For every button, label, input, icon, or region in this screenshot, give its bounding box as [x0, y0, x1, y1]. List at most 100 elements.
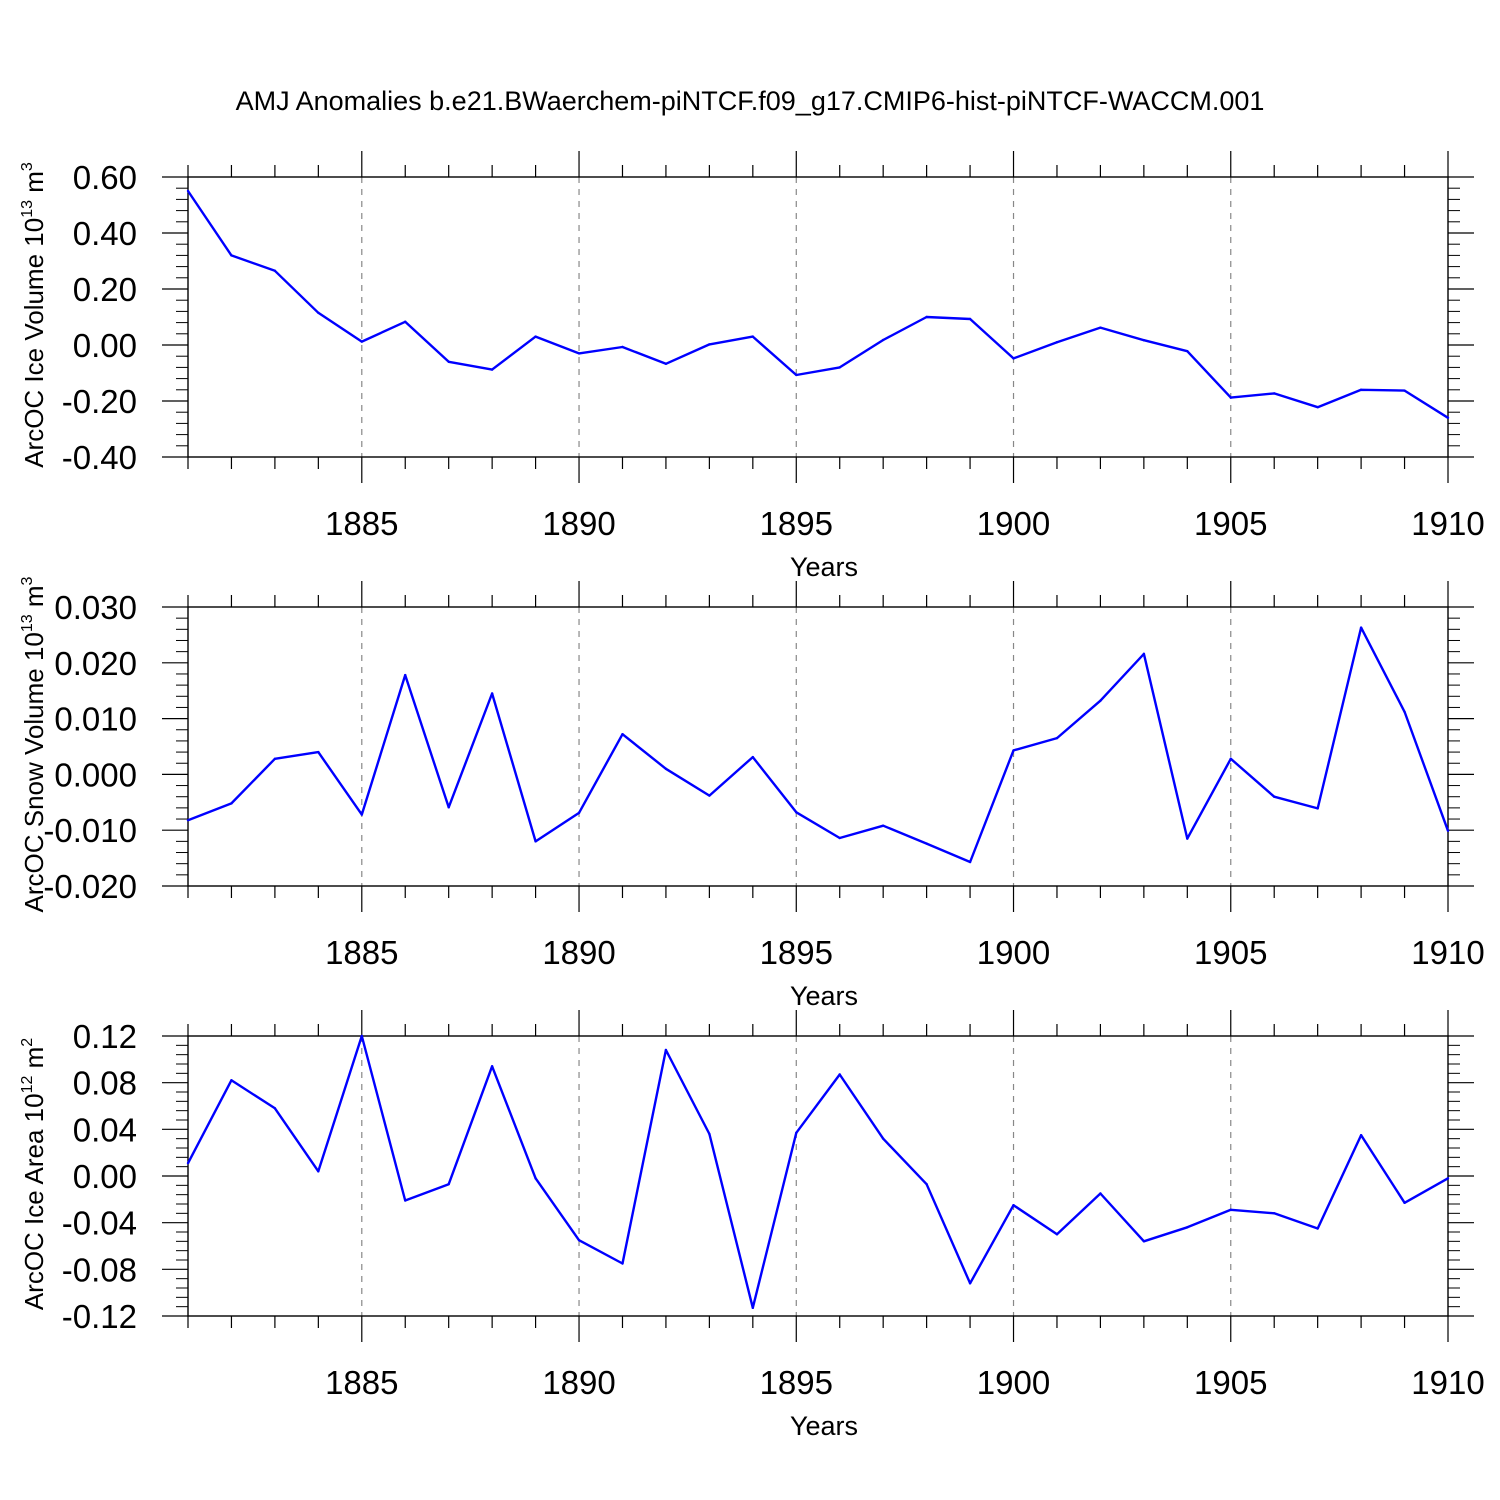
data-point — [534, 1177, 537, 1180]
data-point — [1142, 339, 1146, 342]
data-point — [404, 1199, 407, 1202]
x-tick-label: 1885 — [325, 1364, 398, 1401]
data-point — [795, 373, 798, 377]
y-tick-label: 0.04 — [73, 1111, 137, 1148]
x-tick-label: 1910 — [1411, 934, 1484, 971]
data-point — [577, 811, 581, 815]
data-point — [925, 842, 928, 845]
data-point — [881, 338, 885, 342]
y-tick-label: -0.40 — [62, 439, 137, 476]
data-point — [577, 1238, 581, 1242]
data-point — [360, 340, 363, 343]
data-point — [1099, 326, 1102, 329]
data-point — [751, 335, 755, 338]
data-point — [881, 824, 885, 827]
y-axis-label: ArcOC Snow Volume 1013 m3 — [19, 576, 49, 912]
plot-frame — [187, 176, 1449, 458]
x-tick-label: 1905 — [1194, 1364, 1267, 1401]
data-point — [186, 1161, 190, 1165]
x-tick-label: 1895 — [760, 934, 833, 971]
panel-1: 1885 1890 1895 1900 1905 1910 Years -0.40 -0.20 0… — [19, 151, 1485, 582]
data-point — [708, 343, 711, 346]
y-tick-label: -0.020 — [43, 868, 137, 905]
x-tick-label: 1890 — [542, 934, 615, 971]
data-point — [1099, 699, 1102, 702]
data-point — [577, 352, 581, 355]
data-point — [534, 840, 537, 843]
data-point — [1055, 1233, 1059, 1236]
data-point — [1099, 1192, 1102, 1195]
data-point — [1012, 357, 1015, 360]
y-tick-label: 0.40 — [73, 215, 137, 252]
x-tick-label: 1910 — [1411, 1364, 1484, 1401]
data-point — [1446, 829, 1450, 832]
y-tick-label: -0.20 — [62, 383, 137, 420]
data-point — [795, 1131, 798, 1135]
x-axis-label: Years — [790, 1411, 858, 1441]
data-point — [490, 1065, 494, 1068]
x-tick-label: 1900 — [977, 1364, 1050, 1401]
x-tick-label: 1910 — [1411, 505, 1484, 542]
data-point — [925, 315, 928, 319]
data-point — [1403, 389, 1406, 392]
data-point — [1403, 1201, 1406, 1205]
data-point — [1012, 1203, 1015, 1207]
data-point — [1012, 749, 1015, 752]
data-point — [1229, 1208, 1232, 1212]
x-axis-label: Years — [790, 552, 858, 582]
data-point — [664, 362, 668, 365]
data-point — [404, 320, 407, 323]
y-tick-label: -0.08 — [62, 1251, 137, 1288]
data-point — [751, 755, 755, 759]
data-point — [534, 335, 537, 338]
data-point — [968, 317, 972, 321]
data-point — [273, 269, 277, 272]
y-axis-label: ArcOC Ice Area 1012 m2 — [19, 1038, 49, 1310]
data-point — [1316, 1227, 1319, 1230]
data-point — [273, 757, 277, 760]
y-tick-label: 0.12 — [73, 1018, 137, 1055]
y-tick-label: -0.010 — [43, 812, 137, 849]
y-tick-label: 0.00 — [73, 327, 137, 364]
data-point — [664, 1048, 668, 1052]
x-tick-label: 1900 — [977, 934, 1050, 971]
data-point — [1446, 1177, 1450, 1180]
data-point — [621, 1262, 624, 1265]
x-tick-label: 1890 — [542, 505, 615, 542]
data-point — [1359, 1133, 1363, 1137]
data-point — [1142, 1240, 1146, 1243]
data-point — [186, 189, 190, 193]
data-point — [1142, 652, 1146, 656]
panels: 1885 1890 1895 1900 1905 1910 Years -0.40 -0.20 0… — [19, 151, 1485, 1441]
x-tick-label: 1900 — [977, 505, 1050, 542]
y-axis-label: ArcOC Ice Volume 1013 m3 — [19, 162, 49, 468]
data-point — [1186, 837, 1189, 840]
data-point — [1229, 396, 1232, 399]
data-point — [317, 750, 320, 754]
x-axis-label: Years — [790, 981, 858, 1011]
data-point — [447, 360, 450, 363]
data-point — [1403, 710, 1406, 714]
data-point — [751, 1306, 755, 1310]
series-line — [187, 190, 1449, 419]
data-point — [968, 1282, 972, 1285]
data-point — [360, 813, 363, 816]
x-tick-label: 1895 — [760, 1364, 833, 1401]
data-point — [838, 836, 841, 840]
x-tick-label: 1895 — [760, 505, 833, 542]
panel-2: 1885 1890 1895 1900 1905 1910 Years -0.020 -0.01… — [19, 576, 1485, 1011]
data-point — [621, 345, 624, 349]
series-line — [186, 1034, 1449, 1310]
data-point — [1186, 1226, 1189, 1229]
data-point — [230, 802, 233, 805]
y-tick-label: 0.00 — [73, 1158, 137, 1195]
series-line — [187, 626, 1450, 864]
y-tick-label: 0.20 — [73, 271, 137, 308]
data-point — [795, 811, 798, 814]
data-point — [621, 733, 624, 736]
y-tick-label: 0.010 — [54, 701, 137, 738]
data-point — [1229, 757, 1232, 760]
x-tick-label: 1885 — [325, 505, 398, 542]
